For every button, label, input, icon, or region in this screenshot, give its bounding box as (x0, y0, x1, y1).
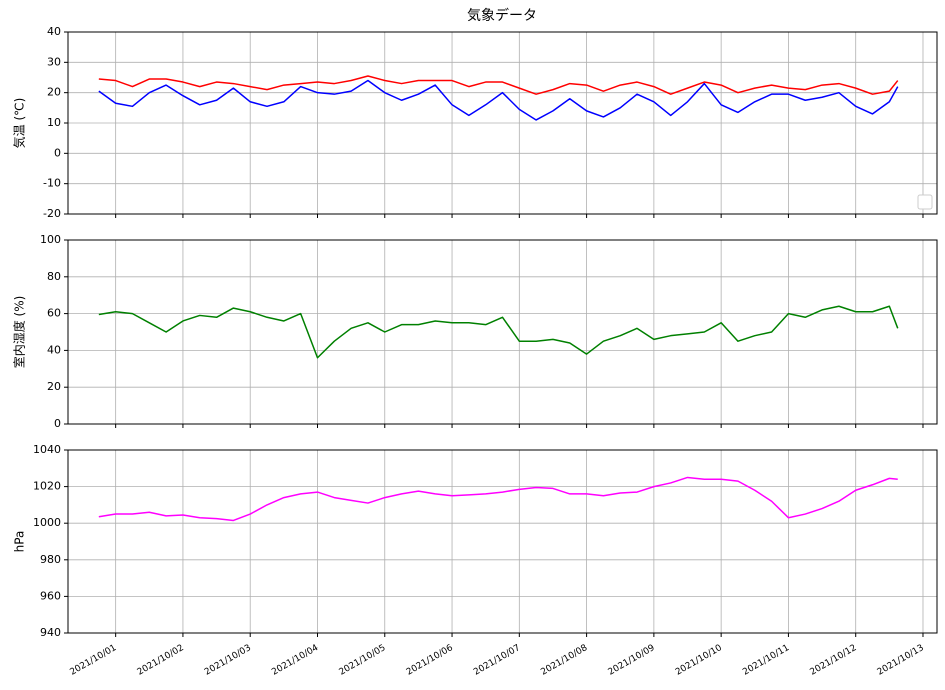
y-tick-label: 1040 (33, 443, 61, 456)
data-line (98, 476, 898, 522)
data-line (98, 305, 899, 359)
y-tick-label: 940 (40, 626, 61, 639)
x-tick-label: 2021/10/11 (741, 643, 791, 678)
y-tick-label: 10 (47, 116, 61, 129)
y-tick-label: 40 (47, 25, 61, 38)
plot-frame (67, 449, 938, 634)
plot-frame (67, 31, 938, 215)
plot-frame (67, 239, 938, 425)
y-axis-label: 気温 (℃) (12, 98, 27, 149)
y-tick-label: 0 (54, 417, 61, 430)
x-tick-label: 2021/10/09 (607, 643, 657, 678)
x-tick-label: 2021/10/08 (539, 643, 589, 678)
y-tick-label: 1020 (33, 480, 61, 493)
y-tick-label: 100 (40, 233, 61, 246)
x-tick-label: 2021/10/12 (809, 643, 859, 678)
x-tick-label: 2021/10/05 (338, 643, 388, 678)
x-tick-label: 2021/10/01 (68, 643, 118, 678)
x-tick-label: 2021/10/07 (472, 643, 522, 678)
y-tick-label: 80 (47, 270, 61, 283)
y-tick-label: -20 (43, 207, 61, 220)
x-tick-label: 2021/10/03 (203, 643, 253, 678)
y-axis-label: hPa (13, 531, 27, 553)
data-line (98, 75, 899, 95)
x-tick-label: 2021/10/13 (876, 643, 926, 678)
y-tick-label: 0 (54, 146, 61, 159)
y-tick-label: 20 (47, 86, 61, 99)
chart-title: 気象データ (467, 7, 537, 24)
legend (917, 194, 933, 210)
y-tick-label: 40 (47, 343, 61, 356)
x-tick-label: 2021/10/10 (674, 643, 724, 678)
y-tick-label: 960 (40, 589, 61, 602)
y-axis-label: 室内湿度 (%) (12, 296, 27, 369)
y-tick-label: 30 (47, 55, 61, 68)
y-tick-label: 20 (47, 380, 61, 393)
y-tick-label: -10 (43, 177, 61, 190)
y-tick-label: 60 (47, 307, 61, 320)
x-tick-label: 2021/10/04 (270, 643, 320, 678)
data-line (98, 79, 899, 121)
y-tick-label: 980 (40, 553, 61, 566)
y-tick-label: 1000 (33, 516, 61, 529)
x-tick-label: 2021/10/06 (405, 643, 455, 678)
x-tick-label: 2021/10/02 (136, 643, 186, 678)
